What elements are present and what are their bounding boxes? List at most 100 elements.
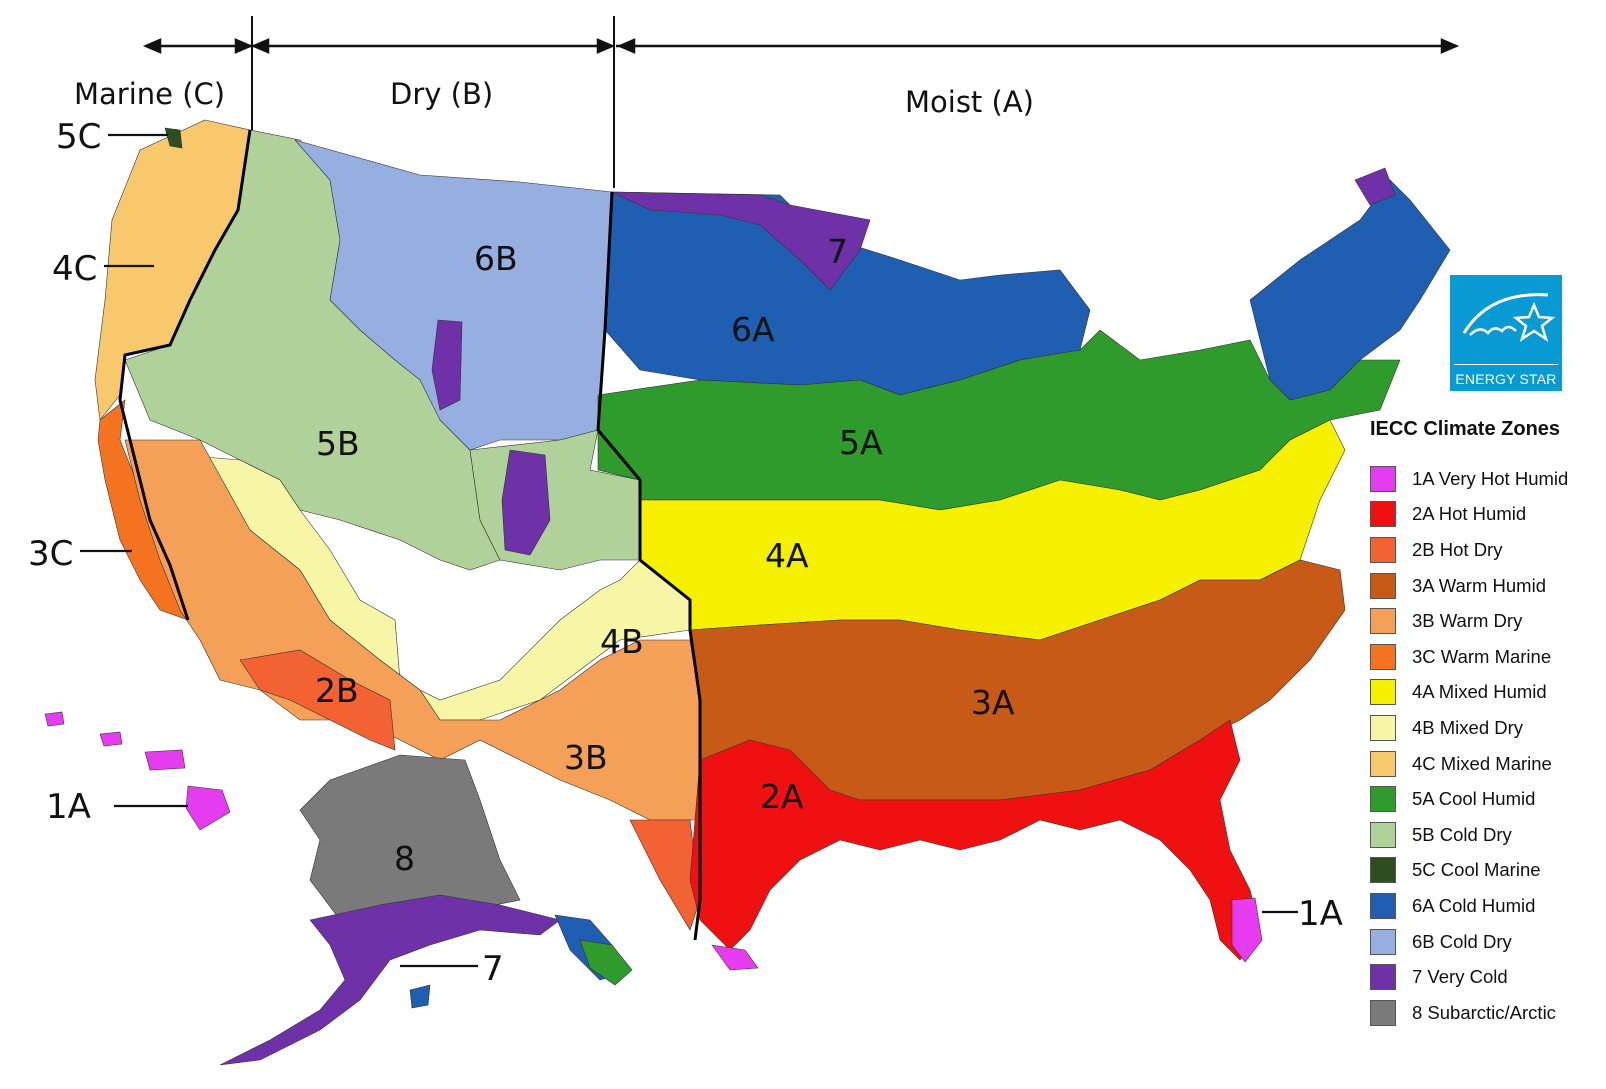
- legend-swatch: [1370, 786, 1396, 813]
- callout-1a-hawaii: 1A: [46, 787, 91, 827]
- zone-2b-texas-region: [629, 819, 701, 931]
- energy-star-divider: [1454, 364, 1558, 365]
- legend: IECC Climate Zones 1A Very Hot Humid 2A H…: [1370, 418, 1600, 1031]
- legend-item: 4B Mixed Dry: [1370, 710, 1600, 746]
- legend-item: 1A Very Hot Humid: [1370, 461, 1600, 497]
- zone-5c-region: [164, 127, 183, 149]
- legend-title: IECC Climate Zones: [1370, 418, 1561, 440]
- zone-label-4b: 4B: [600, 622, 644, 661]
- zone-label-5b: 5B: [316, 424, 360, 463]
- energy-star-icon: [1462, 293, 1556, 342]
- energy-star-logo: ENERGY STAR: [1450, 275, 1562, 391]
- legend-swatch: [1370, 999, 1396, 1026]
- zone-label-2a: 2A: [760, 777, 804, 816]
- zone-label-4a: 4A: [765, 536, 809, 575]
- zone-label-2b: 2B: [315, 671, 359, 710]
- legend-item: 5A Cool Humid: [1370, 781, 1600, 817]
- zone-label-3b: 3B: [564, 738, 608, 777]
- callout-1a-florida: 1A: [1298, 894, 1343, 934]
- legend-item: 3B Warm Dry: [1370, 603, 1600, 639]
- callout-3c: 3C: [28, 534, 73, 574]
- moisture-regime-arrows: [142, 16, 1460, 188]
- zone-label-3a: 3A: [971, 683, 1015, 722]
- legend-label: 1A Very Hot Humid: [1412, 467, 1569, 489]
- legend-item: 4C Mixed Marine: [1370, 746, 1600, 782]
- legend-swatch: [1370, 608, 1396, 635]
- legend-swatch: [1370, 750, 1396, 777]
- hawaii-island-kauai: [44, 711, 65, 727]
- alaska-zone-8: [299, 754, 521, 921]
- legend-item: 6B Cold Dry: [1370, 924, 1600, 960]
- callout-4c: 4C: [52, 249, 97, 289]
- legend-swatch: [1370, 572, 1396, 599]
- legend-item: 7 Very Cold: [1370, 959, 1600, 995]
- regime-label-moist: Moist (A): [905, 85, 1034, 119]
- legend-item: 5B Cold Dry: [1370, 817, 1600, 853]
- zone-7-rockies-region: [431, 319, 463, 411]
- legend-swatch: [1370, 928, 1396, 955]
- hawaii-island-oahu: [99, 731, 123, 747]
- zone-1a-florida-region: [1231, 897, 1263, 963]
- legend-swatch: [1370, 643, 1396, 670]
- zone-1a-texas-region: [711, 944, 759, 971]
- zone-label-6b: 6B: [474, 239, 518, 278]
- energy-star-name: ENERGY STAR: [1455, 371, 1557, 387]
- legend-swatch: [1370, 465, 1396, 492]
- zone-7-colorado-region: [501, 449, 551, 556]
- legend-label: 3C Warm Marine: [1412, 645, 1552, 667]
- zone-label-7: 7: [827, 232, 848, 271]
- legend-swatch: [1370, 964, 1396, 991]
- legend-item: 4A Mixed Humid: [1370, 675, 1600, 711]
- legend-label: 4A Mixed Humid: [1412, 681, 1547, 703]
- legend-swatch: [1370, 892, 1396, 919]
- legend-label: 6A Cold Humid: [1412, 894, 1536, 916]
- legend-label: 5B Cold Dry: [1412, 823, 1512, 845]
- legend-item: 2A Hot Humid: [1370, 497, 1600, 533]
- legend-label: 6B Cold Dry: [1412, 930, 1512, 952]
- alaska-zone-7: [219, 894, 561, 1066]
- alaska: [219, 754, 633, 1066]
- legend-item: 3A Warm Humid: [1370, 568, 1600, 604]
- legend-label: 5C Cool Marine: [1412, 859, 1541, 881]
- hawaii: [44, 711, 231, 831]
- alaska-zone-6a-island: [409, 984, 431, 1009]
- legend-swatch: [1370, 679, 1396, 706]
- legend-item: 6A Cold Humid: [1370, 888, 1600, 924]
- zone-7-maine-region: [1354, 167, 1396, 206]
- legend-swatch: [1370, 501, 1396, 528]
- zone-7-minnesota-region: [611, 191, 871, 291]
- zone-label-5a: 5A: [839, 423, 883, 462]
- hawaii-island-maui: [144, 749, 186, 771]
- regime-label-marine: Marine (C): [74, 77, 225, 111]
- legend-item: 5C Cool Marine: [1370, 853, 1600, 889]
- legend-item: 8 Subarctic/Arctic: [1370, 995, 1600, 1031]
- legend-swatch: [1370, 536, 1396, 563]
- alaska-zone-5a: [579, 939, 633, 986]
- legend-label: 2B Hot Dry: [1412, 538, 1503, 560]
- legend-label: 5A Cool Humid: [1412, 788, 1536, 810]
- legend-item: 2B Hot Dry: [1370, 532, 1600, 568]
- zone-2b-region: [239, 649, 396, 751]
- legend-label: 4C Mixed Marine: [1412, 752, 1552, 774]
- zone-6a-northeast-region: [1249, 179, 1451, 401]
- regime-boundaries: [118, 129, 702, 941]
- regime-label-dry: Dry (B): [390, 77, 493, 111]
- callout-5c: 5C: [56, 117, 101, 157]
- zone-label-8: 8: [394, 839, 415, 878]
- legend-label: 4B Mixed Dry: [1412, 716, 1524, 738]
- zone-label-6a: 6A: [731, 310, 775, 349]
- legend-item: 3C Warm Marine: [1370, 639, 1600, 675]
- legend-label: 2A Hot Humid: [1412, 503, 1527, 525]
- legend-label: 8 Subarctic/Arctic: [1412, 1001, 1556, 1023]
- legend-swatch: [1370, 821, 1396, 848]
- legend-swatch: [1370, 714, 1396, 741]
- legend-label: 7 Very Cold: [1412, 966, 1508, 988]
- legend-items: 1A Very Hot Humid 2A Hot Humid 2B Hot Dry 3…: [1370, 461, 1600, 1031]
- callout-leaders: [80, 133, 1298, 968]
- legend-label: 3A Warm Humid: [1412, 574, 1546, 596]
- hawaii-island-big: [185, 785, 231, 831]
- legend-swatch: [1370, 857, 1396, 884]
- callout-7-alaska: 7: [482, 949, 504, 989]
- zone-2a-region: [689, 719, 1261, 961]
